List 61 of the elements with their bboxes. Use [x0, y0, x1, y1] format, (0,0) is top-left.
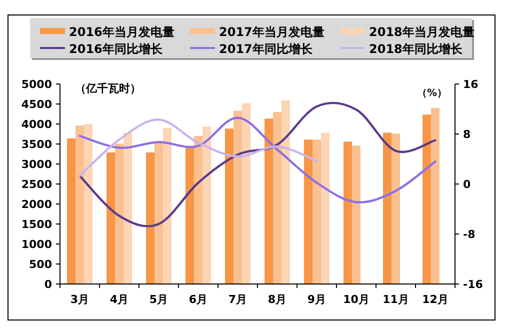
bar — [264, 118, 273, 284]
y-tick-label: 1500 — [21, 218, 52, 231]
x-tick-label: 7月 — [228, 293, 248, 306]
x-tick-label: 6月 — [188, 293, 208, 306]
y-tick-label: 0 — [44, 278, 52, 291]
bar — [124, 132, 132, 284]
x-tick-label: 11月 — [382, 293, 409, 306]
legend-label: 2017年当月发电量 — [219, 25, 324, 39]
x-tick-label: 9月 — [307, 293, 326, 306]
y2-tick-label: 8 — [463, 128, 471, 141]
y-tick-label: 5000 — [21, 78, 52, 91]
bar — [225, 128, 234, 284]
x-tick-label: 4月 — [110, 293, 129, 306]
y-tick-label: 4000 — [21, 118, 52, 131]
bar — [115, 144, 124, 284]
bar — [304, 140, 312, 284]
bar — [84, 124, 92, 284]
y2-tick-label: 16 — [463, 78, 479, 91]
legend-label: 2018年同比增长 — [369, 42, 464, 56]
bar — [106, 152, 115, 284]
bar — [186, 146, 194, 284]
bar — [67, 138, 76, 284]
bar — [312, 140, 321, 284]
y-tick-label: 3500 — [21, 138, 52, 151]
x-tick-label: 5月 — [149, 293, 168, 306]
bar — [194, 136, 202, 284]
y-tick-label: 4500 — [21, 98, 52, 111]
bar — [163, 128, 172, 284]
bar — [242, 103, 250, 284]
y-tick-label: 1000 — [21, 238, 52, 251]
y2-tick-label: 0 — [463, 178, 471, 191]
bar — [282, 100, 290, 284]
legend-label: 2017年同比增长 — [219, 42, 314, 56]
bar — [321, 132, 330, 284]
y2-tick-label: -16 — [463, 278, 484, 291]
x-tick-label: 10月 — [343, 293, 370, 306]
bar — [344, 142, 352, 284]
legend-label: 2016年同比增长 — [69, 42, 164, 56]
bar — [431, 108, 440, 284]
y-axis-title: （亿千瓦时） — [75, 82, 141, 95]
y-tick-label: 500 — [29, 258, 52, 271]
bar — [383, 132, 392, 284]
bar — [234, 110, 242, 284]
y2-axis-title: （%） — [416, 88, 447, 99]
bar — [352, 146, 360, 284]
bar — [154, 142, 163, 284]
legend-label: 2016年当月发电量 — [69, 25, 174, 39]
x-tick-label: 8月 — [268, 293, 287, 306]
bar — [202, 126, 211, 284]
y-tick-label: 2000 — [21, 198, 52, 211]
bar — [273, 112, 282, 284]
bar — [392, 134, 400, 284]
y2-tick-label: -8 — [463, 228, 476, 241]
x-tick-label: 3月 — [70, 293, 90, 306]
y-tick-label: 2500 — [21, 178, 52, 191]
bar — [422, 114, 431, 284]
bar — [76, 126, 84, 284]
legend-label: 2018年当月发电量 — [369, 25, 474, 39]
y-tick-label: 3000 — [21, 158, 52, 171]
x-tick-label: 12月 — [422, 293, 448, 306]
bar — [146, 152, 154, 284]
